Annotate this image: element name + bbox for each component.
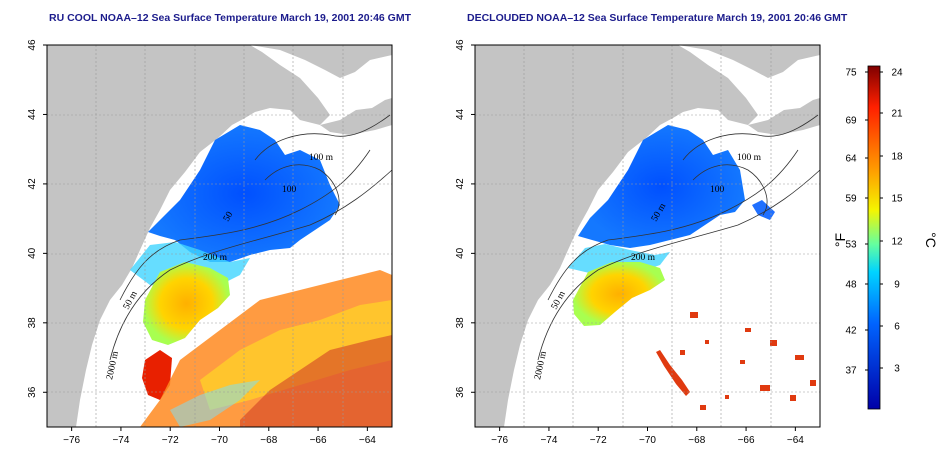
right-x-tick-label: −70 [639,435,656,446]
left-grid [47,45,392,427]
colorbar-f-tick-label: 48 [845,280,857,291]
colorbar-f-tick-label: 69 [845,116,857,127]
right-x-tick-label: −68 [688,435,705,446]
colorbar-c-tick-label: 24 [891,68,903,79]
left-y-tick-label: 46 [27,39,38,51]
right-y-tick-label: 38 [455,317,466,329]
left-x-tick-label: −74 [112,435,129,446]
colorbar-c-tick-label: 15 [891,194,903,205]
left-x-tick-label: −76 [63,435,80,446]
colorbar-f-tick-label: 42 [845,326,857,337]
left-x-tick-label: −68 [260,435,277,446]
colorbar-f-tick-label: 64 [845,154,857,165]
colorbar-f-tick-label: 53 [845,240,857,251]
colorbar-f-tick-label: 59 [845,194,857,205]
colorbar-fahrenheit-ticks: 75 69 64 59 53 48 42 37 [845,68,868,377]
left-x-axis: −76 −74 −72 −70 −68 −66 −64 [63,427,376,446]
colorbar-c-tick-label: 21 [891,109,903,120]
left-panel-title: RU COOL NOAA–12 Sea Surface Temperature … [49,12,412,24]
colorbar [867,65,881,410]
left-y-tick-label: 38 [27,317,38,329]
right-y-tick-label: 42 [455,178,466,190]
colorbar-c-tick-label: 12 [891,237,903,248]
left-x-tick-label: −70 [211,435,228,446]
right-y-tick-label: 46 [455,39,466,51]
left-x-tick-label: −72 [162,435,179,446]
right-contour-label-100m: 100 m [737,153,762,163]
left-contour-label-100m: 100 m [309,153,334,163]
left-y-tick-label: 44 [27,108,38,120]
right-contour-label-100: 100 [710,185,725,195]
right-x-axis: −76 −74 −72 −70 −68 −66 −64 [491,427,804,446]
left-y-axis: 36 38 40 42 44 46 [27,39,47,398]
right-y-axis: 36 38 40 42 44 46 [455,39,475,398]
left-map: 100 m 100 50 200 m 50 m 2000 m [47,45,392,427]
right-x-tick-label: −74 [540,435,557,446]
right-y-tick-label: 44 [455,108,466,120]
right-x-tick-label: −64 [787,435,804,446]
right-contour-label-200m: 200 m [631,253,656,263]
right-y-tick-label: 36 [455,386,466,398]
right-panel-title: DECLOUDED NOAA–12 Sea Surface Temperatur… [467,12,848,24]
left-y-tick-label: 36 [27,386,38,398]
colorbar-c-tick-label: 18 [891,152,903,163]
right-y-tick-label: 40 [455,247,466,259]
left-y-tick-label: 42 [27,178,38,190]
colorbar-celsius-ticks: 24 21 18 15 12 9 6 3 [880,68,903,375]
left-land [47,45,330,427]
left-x-tick-label: −66 [310,435,327,446]
right-map: 100 m 100 50 m 200 m 50 m 2000 m [475,45,820,427]
right-land [475,45,758,427]
colorbar-c-tick-label: 3 [894,364,900,375]
left-x-tick-label: −64 [359,435,376,446]
colorbar-f-tick-label: 37 [845,366,857,377]
right-x-tick-label: −72 [590,435,607,446]
colorbar-c-tick-label: 6 [894,322,900,333]
right-grid [475,45,820,427]
celsius-unit-label: °C [923,232,939,248]
fahrenheit-unit-label: °F [832,233,848,247]
right-x-tick-label: −66 [738,435,755,446]
right-x-tick-label: −76 [491,435,508,446]
left-contour-label-200m: 200 m [203,253,228,263]
left-contour-label-50: 50 [222,210,236,223]
left-y-tick-label: 40 [27,247,38,259]
colorbar-f-tick-label: 75 [845,68,857,79]
colorbar-c-tick-label: 9 [894,280,900,291]
left-contour-label-100: 100 [282,185,297,195]
